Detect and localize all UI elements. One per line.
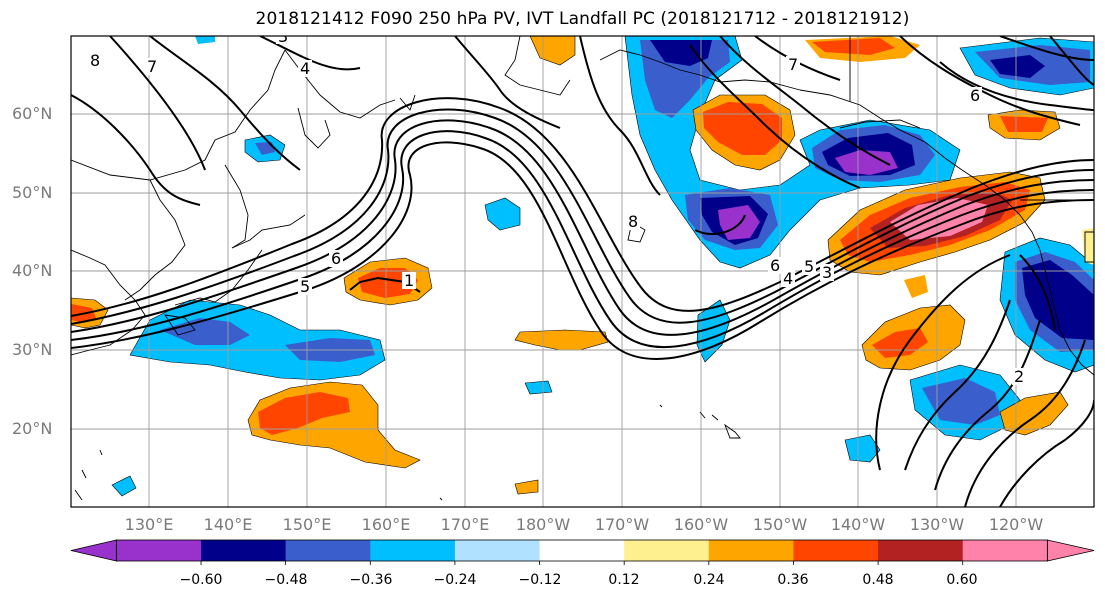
colorbar-segment <box>793 540 879 561</box>
colorbar-segment <box>370 540 456 561</box>
lat-label: 30°N <box>12 340 53 359</box>
contour-label: 2 <box>1014 367 1024 386</box>
lon-label: 140°E <box>203 515 253 534</box>
colorbar-tick-label: 0.60 <box>946 572 978 588</box>
contour-label: 4 <box>300 59 310 78</box>
colorbar-tick-label: −0.36 <box>349 572 393 588</box>
lon-label: 140°W <box>830 515 886 534</box>
contour-label: 5 <box>804 257 814 276</box>
contour-labels: 3 4 7 6 5 1 6 5 4 3 2 6 7 8 8 <box>90 27 1024 386</box>
lat-label: 40°N <box>12 261 53 280</box>
contour-label: 6 <box>970 86 980 105</box>
lon-label: 170°E <box>440 515 490 534</box>
colorbar-segment <box>454 540 541 561</box>
colorbar-tick-label: −0.48 <box>264 572 308 588</box>
contour-label: 3 <box>822 263 832 282</box>
contour-label: 7 <box>788 55 798 74</box>
lat-label: 60°N <box>12 104 53 123</box>
contour-label: 1 <box>404 271 414 290</box>
colorbar-segment <box>708 540 794 561</box>
lon-label: 160°E <box>361 515 411 534</box>
lon-label: 160°W <box>673 515 729 534</box>
lat-label: 50°N <box>12 183 53 202</box>
pv-contours <box>71 36 1094 507</box>
colorbar-segment <box>116 540 202 561</box>
lat-label: 20°N <box>12 419 53 438</box>
colorbar-segment <box>878 540 964 561</box>
contour-label: 6 <box>770 256 780 275</box>
lon-label: 150°W <box>752 515 808 534</box>
colorbar-segment <box>285 540 371 561</box>
colorbar-segment <box>539 540 625 561</box>
colorbar-tick-label: −0.60 <box>179 572 223 588</box>
contour-label: 4 <box>783 269 793 288</box>
colorbar-tick-label: 0.36 <box>777 572 809 588</box>
colorbar-segment <box>624 540 710 561</box>
colorbar-extend-low <box>70 539 117 562</box>
colorbar-segment <box>201 540 287 561</box>
contour-label: 8 <box>90 51 100 70</box>
colorbar-tick-label: 0.12 <box>608 572 640 588</box>
contour-label: 3 <box>278 27 288 46</box>
lon-label: 130°E <box>124 515 174 534</box>
colorbar-tick-label: −0.24 <box>433 572 477 588</box>
lon-label: 180°W <box>515 515 571 534</box>
colorbar <box>70 539 1095 565</box>
contour-label: 7 <box>147 57 157 76</box>
colorbar-segment <box>962 540 1048 561</box>
colorbar-tick-label: 0.24 <box>693 572 725 588</box>
lon-label: 150°E <box>282 515 332 534</box>
contour-label-backgrounds <box>88 36 1026 385</box>
map-frame <box>70 35 1095 508</box>
map-title: 2018121412 F090 250 hPa PV, IVT Landfall… <box>255 9 910 29</box>
lon-label: 120°W <box>988 515 1044 534</box>
lon-label: 170°W <box>594 515 650 534</box>
contour-label: 6 <box>331 249 341 268</box>
contour-label: 8 <box>628 212 638 231</box>
colorbar-extend-high <box>1046 539 1095 562</box>
colorbar-tick-label: 0.48 <box>862 572 894 588</box>
colorbar-tick-label: −0.12 <box>518 572 562 588</box>
contour-label: 5 <box>300 277 310 296</box>
lon-label: 130°W <box>909 515 965 534</box>
colorbar-frame <box>115 539 1048 562</box>
